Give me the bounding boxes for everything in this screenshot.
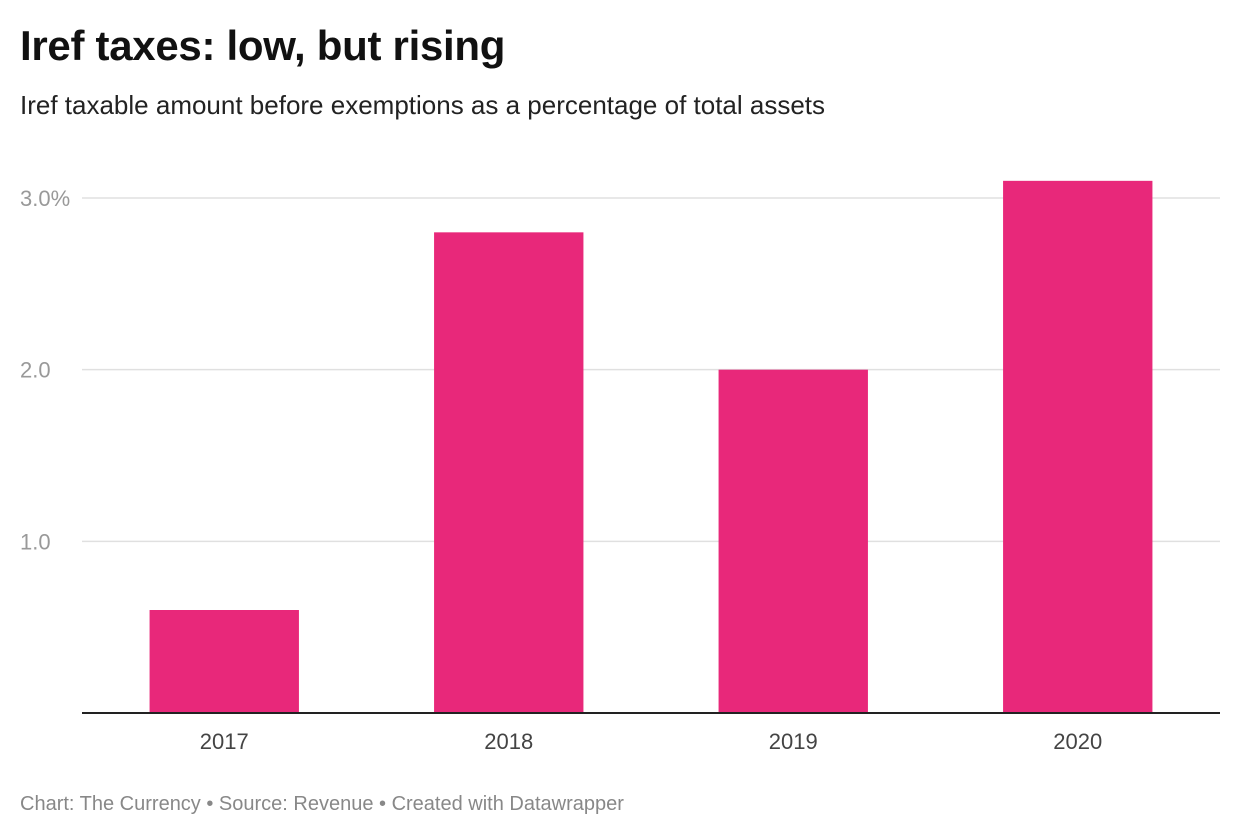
bar-2019 [718,369,868,713]
chart-footer: Chart: The Currency • Source: Revenue • … [20,793,624,815]
chart-title: Iref taxes: low, but rising [20,22,506,69]
y-tick-label: 1.0 [20,529,51,554]
x-tick-label: 2017 [200,729,249,754]
x-tick-label: 2018 [484,729,533,754]
y-tick-label: 2.0 [20,358,51,383]
x-tick-label: 2019 [769,729,818,754]
bar-2018 [434,232,584,714]
bar-2020 [1003,180,1153,714]
bar-2017 [149,610,299,713]
x-axis: 2017 2018 2019 2020 [82,712,1220,754]
x-tick-label: 2020 [1053,729,1102,754]
y-tick-label: 3.0% [20,186,70,211]
chart-subtitle: Iref taxable amount before exemptions as… [20,90,826,120]
bars [149,180,1153,714]
